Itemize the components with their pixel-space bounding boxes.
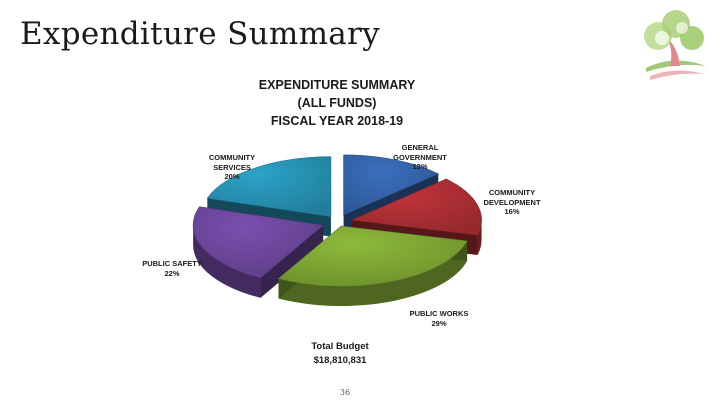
slice-percent: 16% — [504, 207, 520, 216]
slice-name-line: PUBLIC WORKS — [409, 309, 469, 318]
pie-slice-3 — [192, 206, 324, 298]
pie-slice-wall — [260, 225, 324, 298]
pie-slice-side — [278, 240, 468, 307]
slice-label-general-government: GENERAL GOVERNMENT 13% — [393, 143, 447, 172]
chart-title-line-3: FISCAL YEAR 2018-19 — [270, 114, 404, 128]
pie-slice-top — [277, 225, 468, 287]
slice-label-community-development: COMMUNITY DEVELOPMENT 16% — [483, 188, 540, 217]
total-budget-label: Total Budget — [311, 341, 369, 352]
pie-slice-side — [477, 220, 482, 256]
pie-slice-2 — [277, 225, 468, 307]
total-budget-value: $18,810,831 — [313, 355, 367, 366]
page-number: 36 — [339, 388, 351, 397]
slice-name-line: COMMUNITY — [488, 188, 536, 197]
slice-label-community-services: COMMUNITY SERVICES 20% — [209, 153, 255, 182]
tree-logo-icon — [644, 10, 706, 80]
slice-label-public-works: PUBLIC WORKS 29% — [410, 309, 469, 328]
slice-name-line: GENERAL — [401, 143, 439, 152]
slice-name-line: DEVELOPMENT — [483, 197, 541, 207]
slice-name-line: GOVERNMENT — [393, 152, 447, 162]
pie-slice-side — [193, 225, 261, 298]
pie-slice-top — [192, 206, 324, 279]
slice-name-line: SERVICES — [213, 162, 251, 172]
pie-slice-top — [206, 156, 332, 218]
pie-slice-top — [343, 154, 440, 216]
slide-title: Expenditure Summary — [20, 16, 380, 52]
slice-name-line: COMMUNITY — [208, 153, 256, 162]
total-budget: Total Budget $18,810,831 — [300, 340, 380, 368]
slice-percent: 20% — [224, 172, 240, 181]
slice-name-line: PUBLIC SAFETY — [142, 259, 202, 268]
chart-title: EXPENDITURE SUMMARY (ALL FUNDS) FISCAL Y… — [200, 76, 474, 130]
chart-title-line-2: (ALL FUNDS) — [297, 96, 377, 110]
slice-percent: 22% — [164, 268, 180, 278]
slice-percent: 13% — [412, 162, 428, 171]
chart-title-line-1: EXPENDITURE SUMMARY — [258, 78, 416, 92]
slice-percent: 29% — [431, 318, 447, 328]
pie-slice-top — [350, 178, 482, 236]
slice-label-public-safety: PUBLIC SAFETY 22% — [142, 259, 202, 278]
